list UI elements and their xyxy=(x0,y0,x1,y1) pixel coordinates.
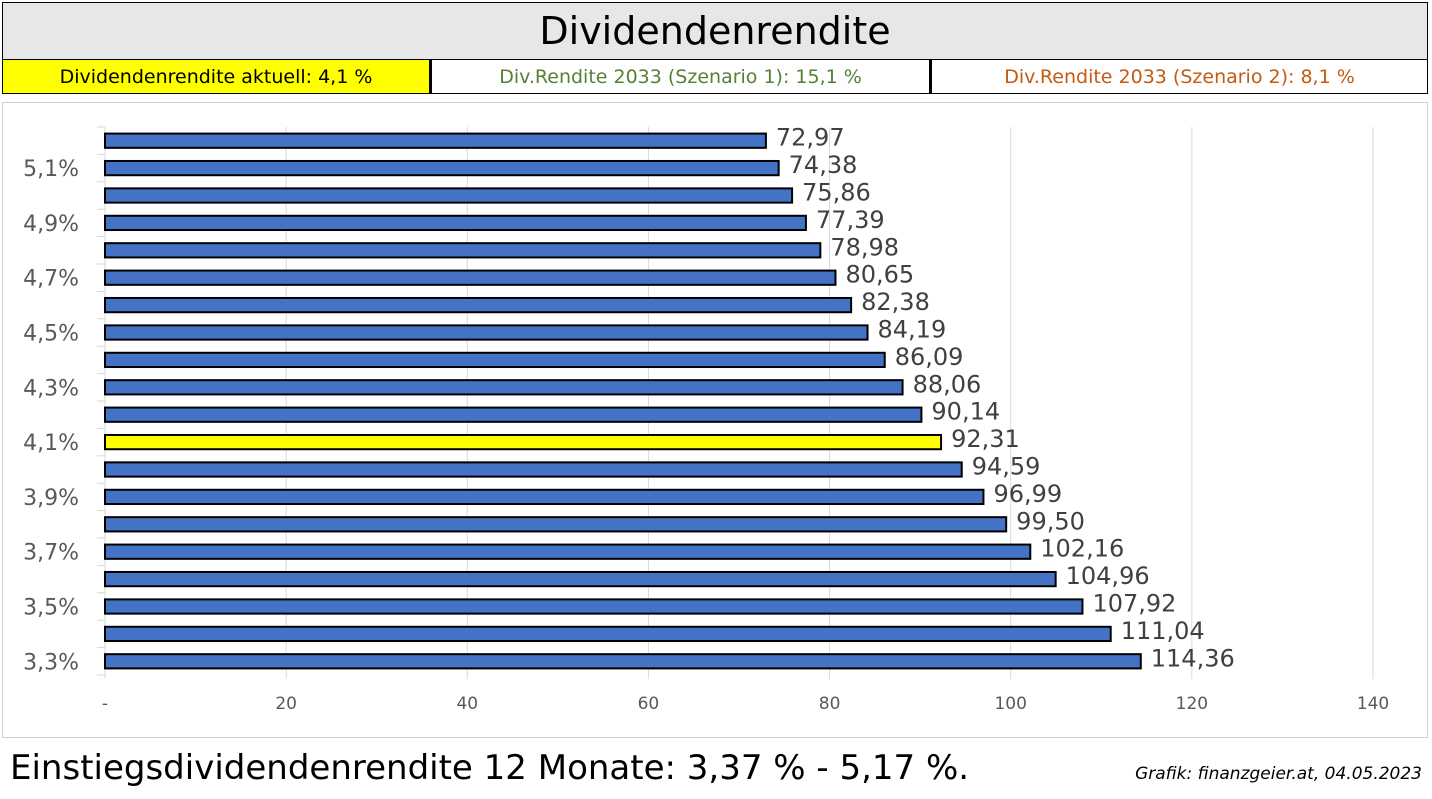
chart-title: Dividendenrendite xyxy=(2,2,1428,60)
data-label-3: 77,39 xyxy=(816,206,885,234)
data-label-4: 78,98 xyxy=(830,233,899,261)
scenario1-text: Div.Rendite 2033 (Szenario 1): 15,1 % xyxy=(499,65,862,88)
bar-15 xyxy=(104,543,1032,560)
scenario1-cell: Div.Rendite 2033 (Szenario 1): 15,1 % xyxy=(430,60,930,94)
data-label-19: 114,36 xyxy=(1151,644,1235,672)
footer-summary: Einstiegsdividendenrendite 12 Monate: 3,… xyxy=(10,748,970,788)
bar-1 xyxy=(104,159,780,177)
x-tick-label-7: 140 xyxy=(1357,694,1389,714)
data-label-0: 72,97 xyxy=(776,124,845,152)
data-label-8: 86,09 xyxy=(895,343,964,371)
data-label-15: 102,16 xyxy=(1040,535,1124,563)
scenario2-cell: Div.Rendite 2033 (Szenario 2): 8,1 % xyxy=(930,60,1428,94)
x-tick-label-1: 20 xyxy=(275,694,297,714)
bar-11 xyxy=(104,433,943,451)
category-label-13: 3,9% xyxy=(23,486,79,511)
category-label-1: 5,1% xyxy=(23,157,79,182)
bar-19 xyxy=(104,653,1142,670)
bar-2 xyxy=(104,187,794,204)
data-label-2: 75,86 xyxy=(802,179,871,207)
scenario2-text: Div.Rendite 2033 (Szenario 2): 8,1 % xyxy=(1004,65,1355,88)
bar-16 xyxy=(104,570,1057,588)
data-label-14: 99,50 xyxy=(1016,507,1085,535)
chart-frame: 72,97 74,38 5,1% 75,86 77,39 4,9% 78,98 80,65 4,… xyxy=(2,102,1428,738)
current-yield-cell: Dividendenrendite aktuell: 4,1 % xyxy=(2,60,430,94)
bar-8 xyxy=(104,351,886,369)
data-label-12: 94,59 xyxy=(972,453,1041,481)
category-label-7: 4,5% xyxy=(23,322,79,347)
data-label-18: 111,04 xyxy=(1121,617,1205,645)
category-label-17: 3,5% xyxy=(23,596,79,621)
x-tick-label-2: 40 xyxy=(456,694,478,714)
x-tick-label-6: 120 xyxy=(1176,694,1208,714)
data-label-6: 82,38 xyxy=(861,288,930,316)
data-label-5: 80,65 xyxy=(845,261,914,289)
bar-0 xyxy=(104,132,767,149)
bar-7 xyxy=(104,324,869,341)
bar-12 xyxy=(104,461,963,478)
current-yield-text: Dividendenrendite aktuell: 4,1 % xyxy=(59,65,373,88)
footer-credit: Grafik: finanzgeier.at, 04.05.2023 xyxy=(1135,764,1422,784)
bar-4 xyxy=(104,242,822,259)
category-label-15: 3,7% xyxy=(23,541,79,566)
bar-18 xyxy=(104,625,1112,643)
category-label-5: 4,7% xyxy=(23,267,79,292)
category-label-11: 4,1% xyxy=(23,431,79,456)
data-label-17: 107,92 xyxy=(1092,590,1176,618)
data-label-7: 84,19 xyxy=(878,316,947,344)
data-label-9: 88,06 xyxy=(913,370,982,398)
data-label-10: 90,14 xyxy=(931,398,1000,426)
category-label-3: 4,9% xyxy=(23,212,79,237)
bar-17 xyxy=(104,598,1084,615)
x-tick-label-5: 100 xyxy=(994,694,1026,714)
data-label-1: 74,38 xyxy=(789,151,858,179)
bar-3 xyxy=(104,214,807,232)
bar-13 xyxy=(104,488,985,506)
x-tick-label-0: - xyxy=(102,694,108,714)
bar-5 xyxy=(104,269,837,286)
data-label-11: 92,31 xyxy=(951,425,1020,453)
data-label-13: 96,99 xyxy=(993,480,1062,508)
data-label-16: 104,96 xyxy=(1066,562,1150,590)
bar-10 xyxy=(104,406,923,423)
category-label-9: 4,3% xyxy=(23,376,79,401)
bar-6 xyxy=(104,296,853,314)
bar-14 xyxy=(104,516,1008,533)
x-tick-label-4: 80 xyxy=(819,694,841,714)
info-row: Dividendenrendite aktuell: 4,1 % Div.Ren… xyxy=(2,60,1428,94)
category-label-19: 3,3% xyxy=(23,650,79,675)
bar-9 xyxy=(104,379,904,396)
chart-title-text: Dividendenrendite xyxy=(539,9,891,53)
x-tick-label-3: 60 xyxy=(638,694,660,714)
